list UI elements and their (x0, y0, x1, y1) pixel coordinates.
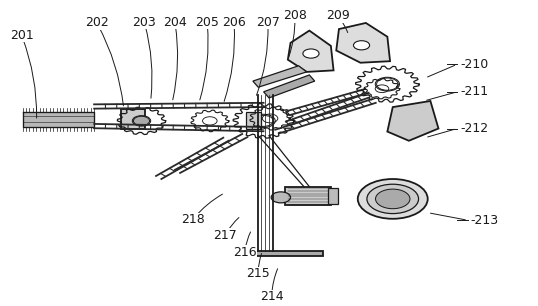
Circle shape (303, 49, 319, 58)
Text: 217: 217 (213, 229, 237, 242)
Bar (237, 251, 323, 256)
Circle shape (271, 192, 291, 203)
Text: -211: -211 (460, 85, 488, 98)
Polygon shape (264, 75, 315, 98)
Bar (285, 187, 331, 205)
Bar (246, 112, 261, 129)
Bar (328, 188, 338, 204)
Circle shape (358, 179, 428, 219)
Text: 214: 214 (260, 290, 284, 303)
Text: 201: 201 (10, 29, 33, 42)
Text: 209: 209 (326, 9, 350, 22)
Text: 205: 205 (195, 16, 219, 28)
Text: 207: 207 (256, 16, 280, 28)
Polygon shape (288, 31, 334, 72)
Text: 202: 202 (85, 17, 109, 29)
Text: 215: 215 (246, 267, 270, 280)
Polygon shape (387, 101, 438, 141)
Text: 208: 208 (283, 9, 307, 22)
Bar (121, 109, 145, 129)
Text: -213: -213 (471, 214, 499, 227)
Circle shape (376, 189, 410, 209)
Circle shape (133, 116, 150, 125)
Text: 203: 203 (132, 16, 156, 28)
Polygon shape (336, 23, 390, 63)
Text: 216: 216 (233, 246, 257, 259)
Circle shape (353, 41, 370, 50)
Text: -210: -210 (460, 58, 489, 71)
Circle shape (367, 184, 419, 214)
Text: 206: 206 (222, 16, 246, 28)
Polygon shape (253, 66, 307, 87)
Text: -212: -212 (460, 122, 488, 135)
Text: 204: 204 (163, 16, 187, 28)
Text: 218: 218 (181, 213, 204, 226)
